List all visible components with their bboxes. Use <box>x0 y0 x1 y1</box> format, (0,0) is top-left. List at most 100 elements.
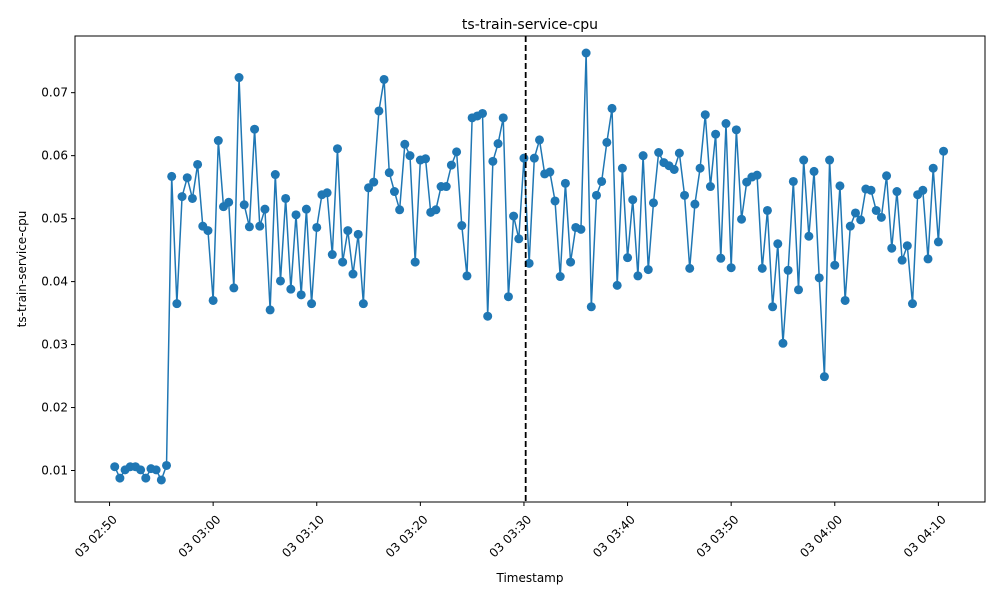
data-point <box>431 205 441 215</box>
data-point <box>338 257 348 267</box>
data-point <box>726 263 736 273</box>
data-point <box>705 182 715 192</box>
data-point <box>410 257 420 267</box>
data-point <box>395 205 405 215</box>
data-point <box>136 465 146 475</box>
data-point <box>690 199 700 209</box>
data-point <box>167 171 177 181</box>
y-tick-label: 0.07 <box>41 86 68 100</box>
data-point <box>255 221 265 231</box>
data-point <box>265 305 275 315</box>
data-point <box>633 271 643 281</box>
data-point <box>384 168 394 178</box>
data-point <box>462 271 472 281</box>
data-point <box>876 212 886 222</box>
data-point <box>716 253 726 263</box>
data-point <box>110 462 120 472</box>
data-point <box>871 205 881 215</box>
y-tick-label: 0.06 <box>41 149 68 163</box>
data-point <box>141 473 151 483</box>
data-point <box>918 185 928 195</box>
data-point <box>239 200 249 210</box>
data-point <box>405 151 415 161</box>
data-point <box>902 241 912 251</box>
data-point <box>819 372 829 382</box>
data-point <box>281 193 291 203</box>
x-axis-label: Timestamp <box>496 571 564 585</box>
data-point <box>379 74 389 84</box>
data-point <box>389 187 399 197</box>
data-point <box>591 190 601 200</box>
data-point <box>737 214 747 224</box>
data-point <box>825 155 835 165</box>
data-point <box>612 280 622 290</box>
data-point <box>892 187 902 197</box>
data-point <box>586 302 596 312</box>
data-point <box>804 231 814 241</box>
data-point <box>162 460 172 470</box>
data-point <box>457 221 467 231</box>
data-point <box>446 160 456 170</box>
data-point <box>628 195 638 205</box>
data-point <box>887 243 897 253</box>
data-point <box>711 129 721 139</box>
data-point <box>939 146 949 156</box>
data-point <box>685 263 695 273</box>
data-point <box>897 255 907 265</box>
plot-frame <box>74 35 986 503</box>
data-point <box>348 269 358 279</box>
data-point <box>581 48 591 58</box>
data-point <box>441 182 451 192</box>
data-point <box>478 108 488 118</box>
data-point <box>353 229 363 239</box>
data-point <box>923 254 933 264</box>
data-point <box>830 260 840 270</box>
data-point <box>498 113 508 123</box>
data-point <box>369 177 379 187</box>
data-point <box>291 210 301 220</box>
data-point <box>783 265 793 275</box>
data-point <box>234 73 244 83</box>
data-point <box>193 159 203 169</box>
data-point <box>182 173 192 183</box>
data-point <box>721 119 731 129</box>
data-point <box>483 311 493 321</box>
data-point <box>794 285 804 295</box>
data-point <box>514 234 524 244</box>
data-point <box>519 153 529 163</box>
data-point <box>648 198 658 208</box>
data-point <box>270 170 280 180</box>
data-point <box>452 147 462 157</box>
data-point <box>638 151 648 161</box>
data-point <box>358 299 368 309</box>
data-point <box>151 465 161 475</box>
data-point <box>788 176 798 186</box>
data-point <box>296 290 306 300</box>
y-tick-label: 0.04 <box>41 275 68 289</box>
y-axis-label: ts-train-service-cpu <box>15 211 29 328</box>
data-point <box>503 292 513 302</box>
data-point <box>695 163 705 173</box>
data-point <box>907 299 917 309</box>
data-point <box>400 139 410 149</box>
data-point <box>493 139 503 149</box>
data-point <box>529 153 539 163</box>
data-point <box>213 136 223 146</box>
plot-area <box>110 36 949 502</box>
y-tick-label: 0.05 <box>41 212 68 226</box>
data-point <box>566 257 576 267</box>
data-point <box>250 124 260 134</box>
data-point <box>535 135 544 145</box>
data-point <box>814 273 824 283</box>
data-point <box>421 154 431 164</box>
data-point <box>607 103 617 113</box>
data-point <box>187 193 197 203</box>
data-point <box>275 276 285 286</box>
data-point <box>850 208 860 218</box>
data-point <box>778 338 788 348</box>
data-point <box>307 299 317 309</box>
data-point <box>208 295 218 305</box>
data-point <box>752 170 762 180</box>
